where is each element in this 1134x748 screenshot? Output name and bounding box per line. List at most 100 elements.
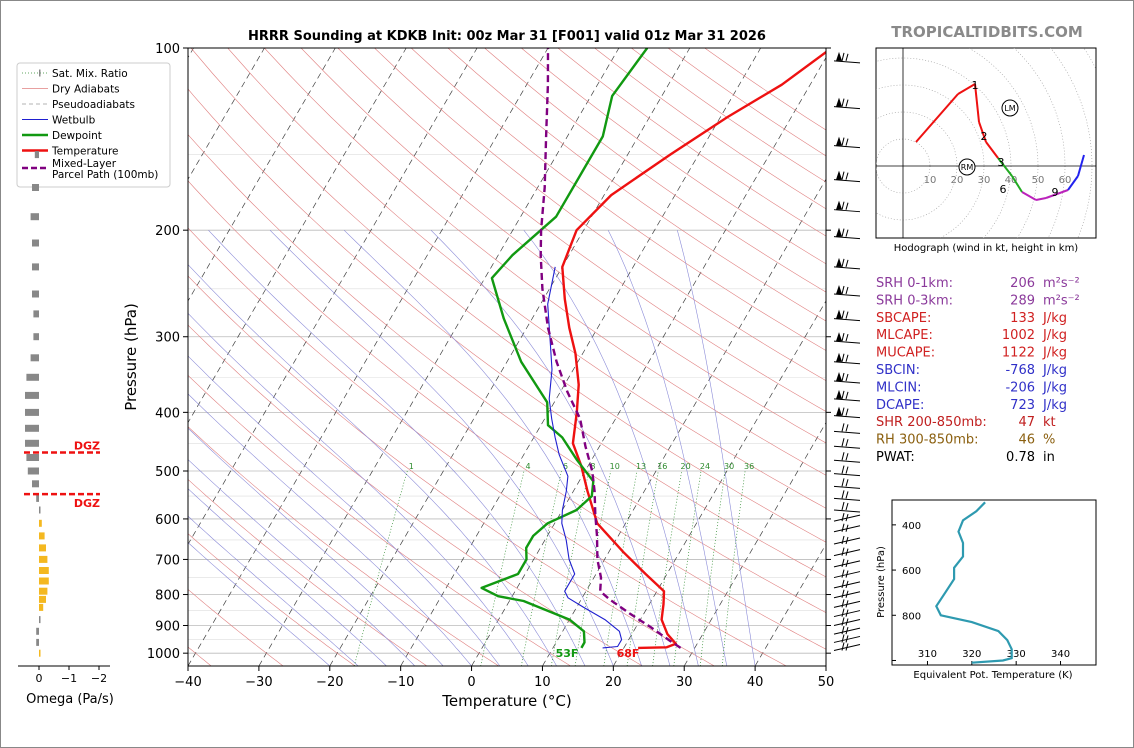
wind-barb (833, 589, 861, 599)
x-tick-label: 50 (818, 675, 835, 690)
index-value: -768 (1005, 363, 1035, 378)
barb-feather (845, 408, 849, 416)
barb-feather (845, 536, 849, 545)
chart-title: HRRR Sounding at KDKB Init: 00z Mar 31 [… (248, 29, 766, 44)
pseudoadiabat (269, 229, 614, 666)
dry-adiabat (188, 589, 284, 666)
barb-feather (841, 353, 845, 362)
y-tick-label: 100 (155, 42, 180, 57)
theta-e-frame (891, 499, 1097, 666)
skewt-series (480, 48, 826, 650)
barb-feather (845, 580, 849, 589)
dry-adiabat (188, 426, 499, 666)
hodo-storm-motion-label: LM (1004, 104, 1015, 113)
barb-feather (845, 453, 849, 461)
wind-barb (833, 535, 861, 545)
hodo-segment (997, 157, 1013, 177)
barb-flag (836, 51, 842, 61)
hodo-ring-label: 30 (978, 175, 991, 186)
y-tick-label: 800 (155, 589, 180, 604)
barb-feather (841, 478, 845, 487)
x-tick-label: 10 (534, 675, 551, 690)
dgz-label: DGZ (74, 439, 100, 452)
omega-bar (36, 627, 39, 635)
series-mixed-layer-parcel-path-100mb (539, 48, 682, 649)
surface-dewpoint-label: 53F (556, 647, 579, 660)
index-name: MLCAPE: (876, 328, 933, 343)
index-value: 46 (1018, 433, 1035, 448)
hodograph: 10 20 30 40 50 60 1 23 6 9 LM RM (876, 48, 1096, 238)
wind-barb (833, 257, 861, 270)
barb-flag (836, 371, 842, 381)
wind-barb (833, 523, 861, 533)
mixing-ratio-line (699, 470, 726, 666)
barb-feather (845, 391, 849, 400)
omega-bar (39, 616, 41, 624)
index-value: 206 (1010, 276, 1035, 291)
barb-feather (841, 171, 845, 180)
mixing-ratio-line (521, 470, 562, 666)
surface-temperature-label: 68F (617, 647, 640, 660)
index-value: 1122 (1002, 346, 1035, 361)
wind-barb (833, 599, 861, 608)
dry-adiabat (264, 48, 826, 476)
barb-flag (836, 285, 842, 295)
barb-feather (845, 479, 849, 487)
barb-feather (841, 332, 845, 342)
hodo-segment (1021, 191, 1037, 201)
barb-staff (833, 179, 861, 183)
hodo-height-label: 6 (1000, 183, 1007, 196)
omega-bar (30, 354, 39, 362)
index-value: 289 (1010, 293, 1035, 308)
barb-feather (841, 452, 845, 461)
pseudoadiabat (343, 229, 642, 666)
dry-adiabat (188, 180, 826, 650)
wind-barb (833, 617, 861, 626)
index-name: SBCIN: (876, 363, 920, 378)
pseudoadiabat (188, 427, 444, 666)
barb-feather (841, 137, 845, 146)
omega-bar (39, 649, 41, 657)
index-name: MUCAPE: (876, 346, 935, 361)
mixing-ratio-line (721, 470, 746, 666)
barb-feather (845, 138, 849, 146)
omega-bar (33, 333, 39, 341)
barb-feather (845, 590, 849, 598)
dry-adiabat (337, 48, 826, 412)
omega-bar (39, 506, 41, 514)
index-unit: m²s⁻² (1043, 293, 1080, 308)
hodograph-caption: Hodograph (wind in kt, height in km) (894, 243, 1079, 254)
omega-tick-label: −2 (91, 672, 107, 685)
omega-bar (39, 555, 48, 563)
omega-bar (32, 263, 39, 271)
wind-barb (833, 625, 861, 635)
mixing-ratio-label: 36 (744, 462, 754, 471)
omega-bar (39, 577, 49, 585)
barb-feather (841, 407, 845, 416)
mixing-ratio-line (574, 470, 612, 666)
dry-adiabat (188, 275, 715, 666)
barb-feather (845, 635, 849, 643)
barb-feather (841, 490, 845, 499)
hodo-height-label: 3 (998, 156, 1005, 169)
omega-bar (39, 532, 45, 540)
legend-label: Wetbulb (52, 115, 96, 127)
barb-feather (841, 512, 845, 522)
barb-feather (841, 535, 845, 545)
barb-feather (845, 502, 849, 511)
y-tick-label: 1000 (147, 647, 180, 662)
hodo-ring-label: 10 (924, 175, 937, 186)
legend: Sat. Mix. Ratio Dry Adiabats Pseudoadiabat… (16, 62, 171, 188)
mixing-ratio-line (652, 470, 682, 666)
omega-bar (27, 467, 39, 475)
barb-feather (841, 547, 845, 556)
barb-feather (841, 438, 845, 447)
y-tick-label: 300 (155, 331, 180, 346)
theta-e-x-tick-label: 310 (918, 649, 937, 660)
index-value: 47 (1018, 415, 1035, 430)
hodo-segment (985, 141, 999, 159)
hodo-height-label: 1 (972, 79, 979, 92)
dry-adiabat (188, 478, 428, 666)
index-unit: J/kg (1042, 380, 1067, 395)
